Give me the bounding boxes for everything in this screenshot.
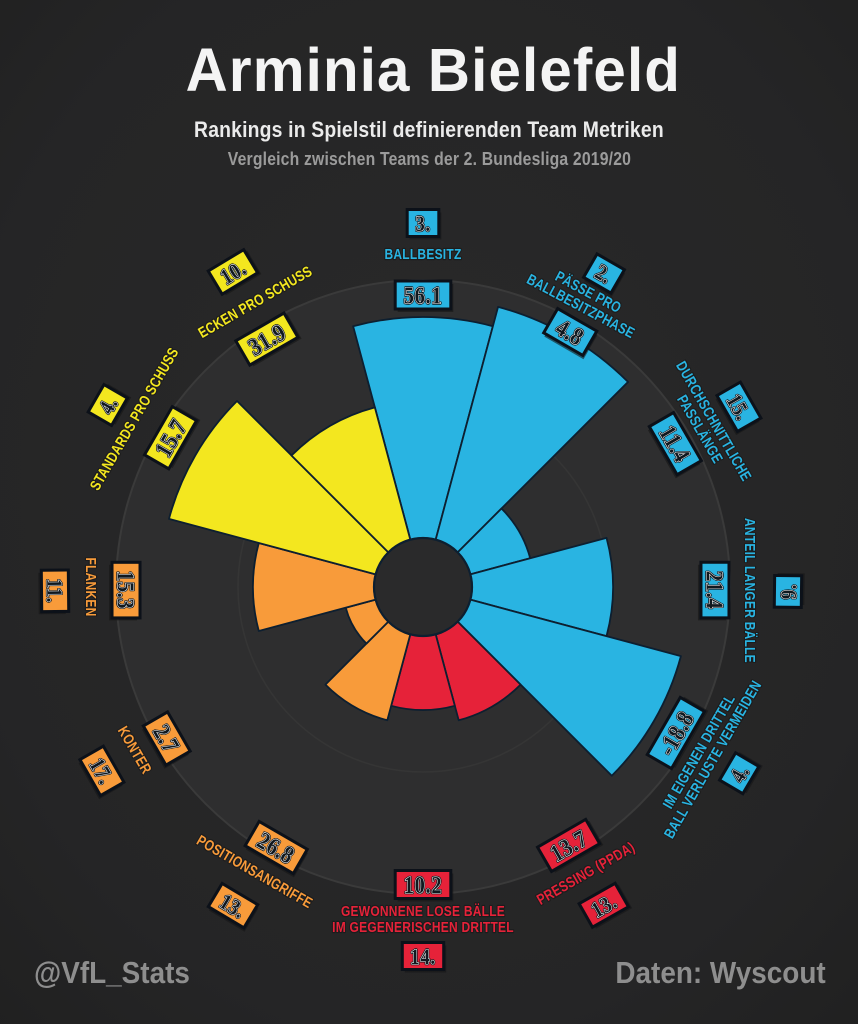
svg-text:11.: 11. bbox=[42, 579, 66, 604]
svg-text:FLANKEN: FLANKEN bbox=[82, 558, 99, 617]
svg-text:FLANKEN: FLANKEN bbox=[82, 558, 99, 617]
svg-text:IM GEGENERISCHEN DRITTEL: IM GEGENERISCHEN DRITTEL bbox=[332, 919, 514, 936]
svg-text:21.4: 21.4 bbox=[701, 571, 728, 609]
svg-text:BALLBESITZ: BALLBESITZ bbox=[384, 246, 461, 263]
svg-text:9.: 9. bbox=[777, 584, 801, 600]
svg-text:56.1: 56.1 bbox=[404, 282, 442, 309]
svg-text:10.2: 10.2 bbox=[404, 871, 442, 898]
svg-text:GEWONNENE LOSE BÄLLE: GEWONNENE LOSE BÄLLE bbox=[341, 903, 505, 920]
svg-text:9.: 9. bbox=[777, 584, 801, 600]
svg-text:21.4: 21.4 bbox=[701, 571, 728, 609]
svg-text:BALLBESITZ: BALLBESITZ bbox=[384, 246, 461, 263]
svg-text:3.: 3. bbox=[415, 212, 430, 236]
svg-text:11.: 11. bbox=[42, 579, 66, 604]
svg-text:IM GEGENERISCHEN DRITTEL: IM GEGENERISCHEN DRITTEL bbox=[332, 919, 514, 936]
svg-text:ANTEIL LANGER BÄLLE: ANTEIL LANGER BÄLLE bbox=[741, 518, 758, 663]
svg-text:15.3: 15.3 bbox=[112, 571, 139, 609]
svg-text:15.3: 15.3 bbox=[112, 571, 139, 609]
svg-text:10.2: 10.2 bbox=[404, 871, 442, 898]
svg-text:14.: 14. bbox=[410, 945, 435, 969]
svg-text:14.: 14. bbox=[410, 945, 435, 969]
svg-text:3.: 3. bbox=[415, 212, 430, 236]
svg-text:GEWONNENE LOSE BÄLLE: GEWONNENE LOSE BÄLLE bbox=[341, 903, 505, 920]
svg-text:ANTEIL LANGER BÄLLE: ANTEIL LANGER BÄLLE bbox=[741, 518, 758, 663]
svg-text:56.1: 56.1 bbox=[404, 282, 442, 309]
